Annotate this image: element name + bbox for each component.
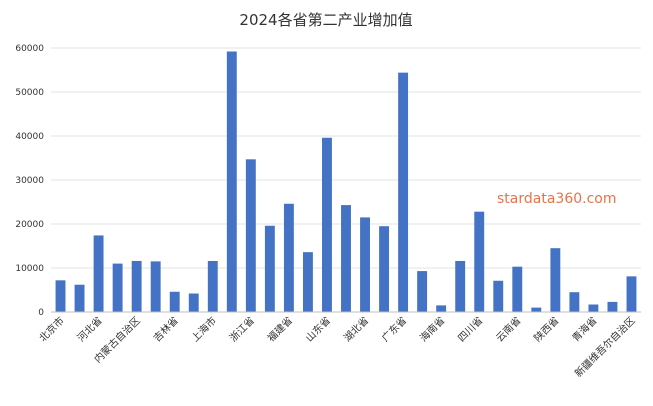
bar [398, 72, 409, 312]
x-tick-label: 四川省 [455, 314, 485, 344]
y-axis: 0 10000 20000 30000 40000 50000 60000 [15, 44, 44, 318]
watermark: stardata360.com [497, 191, 616, 207]
x-axis: 北京市 河北省内蒙古自治区 吉林省 上海市 浙江省 福建省 山东省 湖北省 广东省 海南省 四川省云… [36, 314, 637, 380]
bar [531, 307, 542, 312]
gridlines [51, 47, 641, 269]
bar [455, 260, 466, 312]
x-tick-label: 新疆维吾尔自治区 [572, 314, 638, 380]
bar [207, 260, 218, 312]
bar [341, 205, 351, 312]
bar [74, 284, 85, 312]
bar [112, 263, 123, 312]
bar [93, 235, 104, 312]
bar [188, 293, 199, 312]
chart-title: 2024各省第二产业增加值 [239, 11, 412, 29]
bar [588, 304, 599, 312]
bar [512, 266, 523, 312]
x-tick-label: 广东省 [379, 314, 409, 344]
bars [55, 51, 637, 313]
bar [474, 211, 485, 312]
x-tick-label: 湖北省 [341, 314, 371, 344]
bar [493, 280, 504, 312]
x-tick-label: 上海市 [188, 314, 218, 344]
bar [55, 280, 66, 312]
bar [245, 159, 256, 312]
y-tick-label: 10000 [15, 264, 44, 274]
bar [302, 252, 313, 312]
y-tick-label: 0 [38, 308, 44, 318]
x-tick-label: 山东省 [303, 314, 333, 344]
y-tick-label: 30000 [15, 176, 44, 186]
bar [322, 137, 332, 312]
y-tick-label: 20000 [15, 220, 44, 230]
x-tick-label: 吉林省 [150, 314, 180, 344]
bar [150, 261, 161, 312]
bar [417, 271, 428, 312]
x-tick-label: 海南省 [417, 314, 447, 344]
x-tick-label: 云南省 [493, 314, 523, 344]
bar [379, 226, 390, 312]
bar [169, 291, 180, 312]
bar [550, 248, 561, 312]
x-tick-label: 河北省 [74, 314, 104, 344]
x-tick-label: 福建省 [265, 314, 295, 344]
y-tick-label: 60000 [15, 44, 44, 54]
y-tick-label: 40000 [15, 132, 44, 142]
x-tick-label: 北京市 [36, 314, 66, 344]
bar [264, 225, 275, 312]
x-tick-label: 青海省 [569, 314, 599, 344]
bar [436, 305, 447, 312]
bar [626, 276, 637, 312]
y-tick-label: 50000 [15, 88, 44, 98]
bar [283, 203, 294, 312]
bar [360, 217, 370, 312]
x-tick-label: 陕西省 [531, 314, 561, 344]
bar [131, 260, 142, 312]
bar [569, 292, 580, 312]
x-tick-label: 浙江省 [227, 314, 257, 344]
bar [226, 51, 237, 313]
bar [607, 301, 618, 312]
